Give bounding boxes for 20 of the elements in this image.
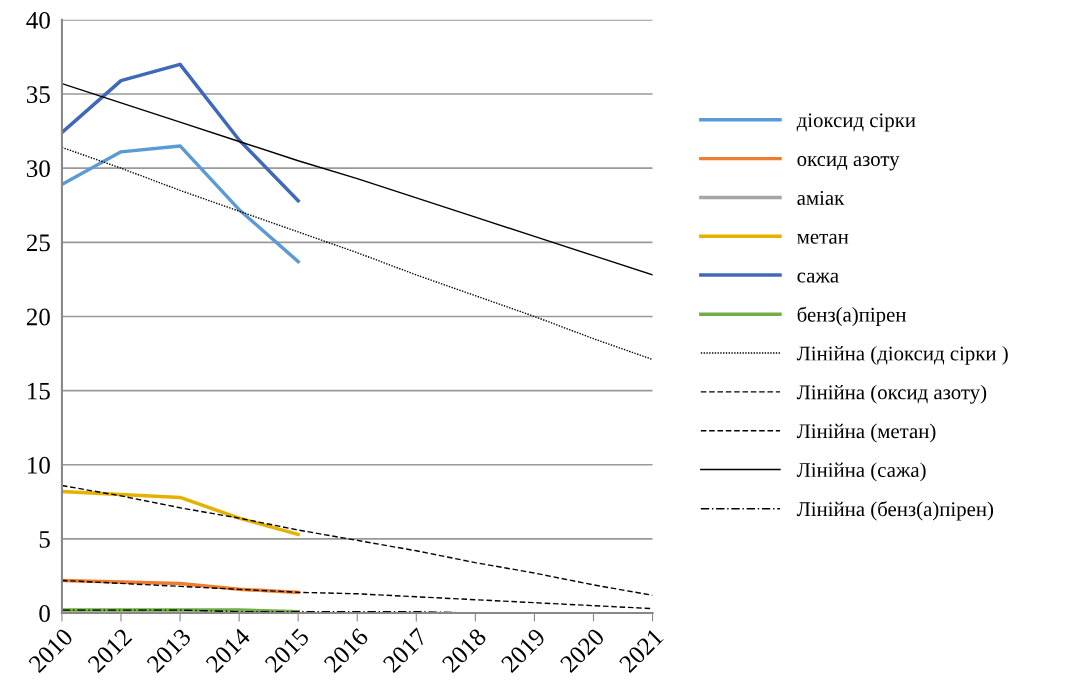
y-tick-label: 40: [26, 11, 50, 29]
legend-label: бенз(а)пірен: [797, 306, 906, 326]
legend-label: діоксид сірки: [796, 113, 916, 132]
legend-label: аміак: [797, 190, 845, 205]
y-tick-label: 35: [27, 86, 50, 103]
legend-label: Лінійна (бенз(а)пірен): [796, 501, 994, 521]
y-tick-label: 15: [28, 382, 50, 400]
y-tick-label: 0: [39, 605, 50, 622]
legend-label: Лінійна (метан): [796, 423, 936, 443]
y-tick-label: 20: [26, 308, 50, 326]
legend-label: сажа: [797, 272, 839, 283]
y-tick-label: 30: [27, 160, 50, 178]
legend-label: Лінійна (діоксид сірки ): [796, 345, 1008, 365]
y-tick-label: 5: [39, 531, 50, 548]
legend-label: метан: [797, 233, 849, 244]
y-tick-label: 25: [26, 234, 50, 252]
legend-label: Лінійна (сажа): [796, 462, 926, 482]
y-tick-label: 10: [28, 456, 50, 474]
legend-label: оксид азоту: [797, 156, 900, 171]
legend-label: Лінійна (оксид азоту): [796, 384, 987, 404]
